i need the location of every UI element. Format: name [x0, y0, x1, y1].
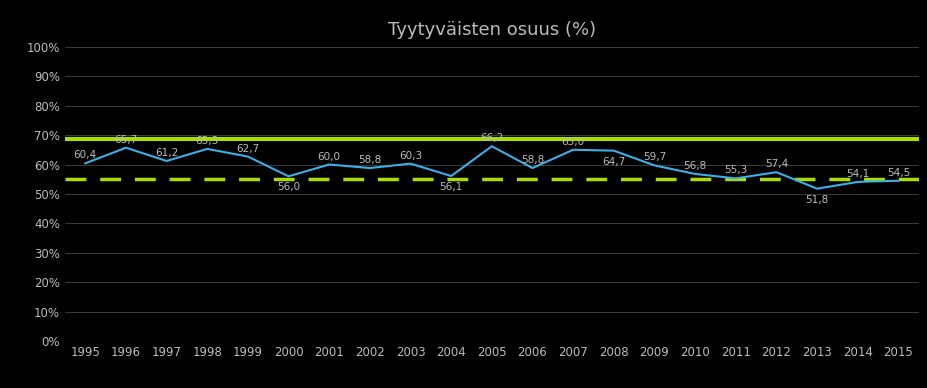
Text: 58,8: 58,8 — [358, 155, 381, 165]
Text: 54,1: 54,1 — [845, 169, 869, 179]
Text: 61,2: 61,2 — [155, 148, 178, 158]
Text: 64,7: 64,7 — [602, 156, 625, 166]
Text: 65,0: 65,0 — [561, 137, 584, 147]
Text: 62,7: 62,7 — [236, 144, 260, 154]
Text: 60,3: 60,3 — [399, 151, 422, 161]
Text: 58,8: 58,8 — [520, 155, 543, 165]
Text: 54,5: 54,5 — [886, 168, 909, 178]
Title: Tyytyväisten osuus (%): Tyytyväisten osuus (%) — [387, 21, 595, 40]
Text: 56,1: 56,1 — [439, 182, 463, 192]
Text: 60,0: 60,0 — [317, 152, 340, 161]
Text: 65,3: 65,3 — [196, 136, 219, 146]
Text: 66,2: 66,2 — [479, 133, 503, 143]
Text: 60,4: 60,4 — [73, 151, 96, 160]
Text: 59,7: 59,7 — [642, 152, 666, 163]
Text: 65,7: 65,7 — [114, 135, 137, 145]
Text: 51,8: 51,8 — [805, 195, 828, 204]
Text: 55,3: 55,3 — [723, 165, 746, 175]
Text: 56,8: 56,8 — [683, 161, 706, 171]
Text: 57,4: 57,4 — [764, 159, 787, 169]
Text: 56,0: 56,0 — [276, 182, 299, 192]
